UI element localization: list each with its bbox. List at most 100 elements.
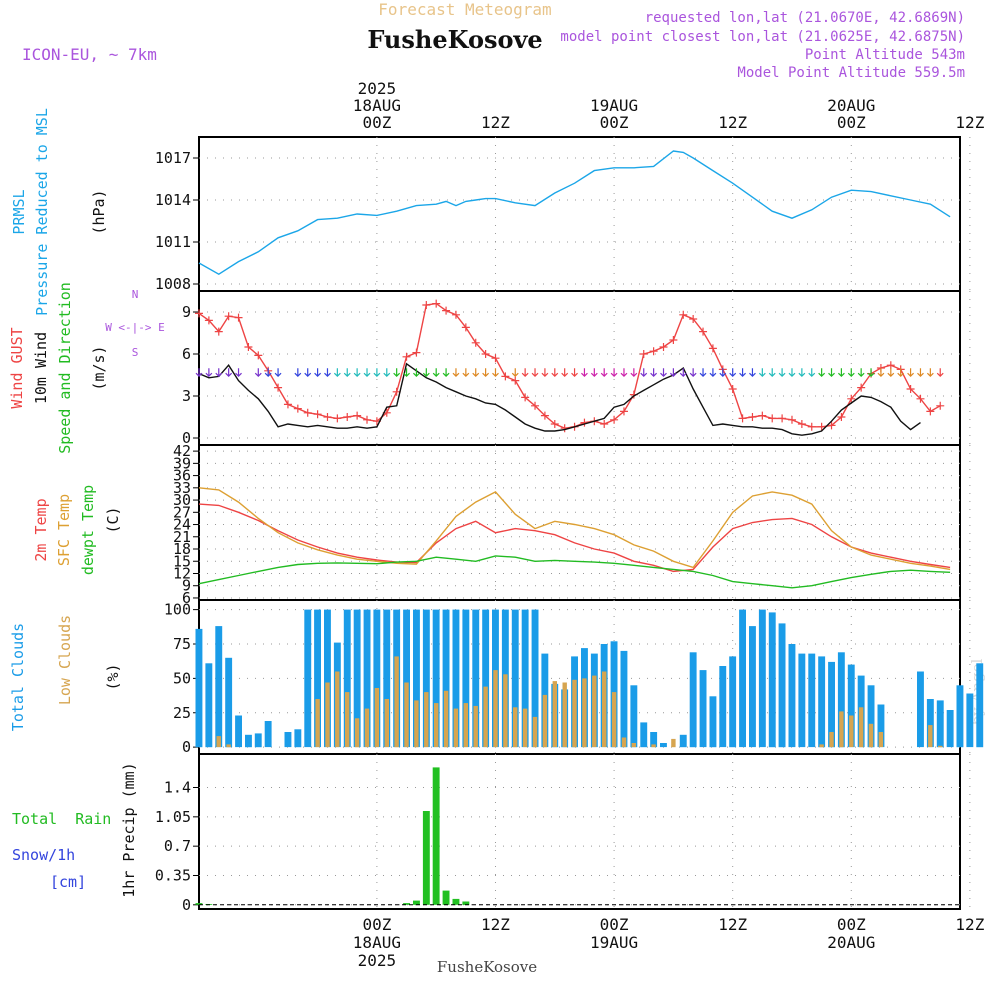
bar-total-clouds bbox=[768, 612, 776, 748]
bar-total-rain bbox=[442, 890, 450, 905]
bar-low-clouds bbox=[868, 723, 874, 748]
bar-low-clouds bbox=[335, 671, 340, 748]
precipitation-frame bbox=[198, 753, 961, 910]
wind-ytick-label: 0 bbox=[182, 429, 191, 447]
bar-total-clouds bbox=[264, 721, 272, 748]
bar-low-clouds bbox=[453, 708, 459, 748]
wind-direction-arrow bbox=[462, 368, 470, 378]
bar-total-clouds bbox=[976, 663, 984, 748]
wind-direction-arrow bbox=[719, 368, 727, 378]
wind-direction-arrow bbox=[343, 368, 351, 378]
temp-unit: (C) bbox=[104, 506, 122, 533]
wind-direction-arrow bbox=[383, 368, 391, 378]
gust-marker bbox=[916, 394, 925, 403]
precipitation-ytick-label: 0 bbox=[182, 896, 191, 914]
precip-label-rain: Total Rain bbox=[12, 810, 111, 828]
gust-marker bbox=[639, 350, 648, 358]
gust-marker bbox=[303, 408, 312, 417]
wind-direction-arrow bbox=[699, 368, 707, 378]
top-time-label: 12Z bbox=[955, 113, 984, 132]
gust-marker bbox=[886, 361, 895, 370]
bar-total-clouds bbox=[936, 700, 944, 748]
wind-direction-arrow bbox=[640, 368, 648, 378]
bar-total-clouds bbox=[847, 664, 855, 748]
wind-direction-arrow bbox=[551, 368, 559, 378]
bar-total-clouds bbox=[679, 734, 687, 748]
bar-total-clouds bbox=[442, 609, 450, 748]
wind-direction-arrow bbox=[363, 368, 371, 378]
bar-total-clouds bbox=[818, 656, 826, 748]
cloud-unit: (%) bbox=[104, 663, 122, 690]
wind-direction-arrow bbox=[828, 368, 835, 378]
wind-direction-arrow bbox=[788, 368, 796, 378]
model-name: ICON-EU, ~ 7km bbox=[22, 45, 157, 64]
bar-low-clouds bbox=[631, 743, 636, 748]
bar-total-clouds bbox=[245, 734, 252, 748]
bar-low-clouds bbox=[928, 725, 933, 748]
bar-low-clouds bbox=[414, 700, 419, 748]
gust-marker bbox=[274, 383, 283, 392]
cloud-label-total: Total Clouds bbox=[9, 623, 27, 731]
compass-south: S bbox=[132, 346, 139, 359]
bottom-time-label: 12Z bbox=[718, 915, 747, 934]
bar-low-clouds bbox=[493, 670, 498, 748]
gust-marker bbox=[461, 323, 470, 332]
bar-low-clouds bbox=[513, 707, 518, 748]
bar-total-clouds bbox=[917, 671, 924, 748]
gust-marker bbox=[204, 316, 213, 325]
gust-marker bbox=[511, 376, 520, 385]
bar-total-clouds bbox=[640, 722, 648, 748]
gust-marker bbox=[758, 411, 767, 420]
series-prmsl bbox=[198, 150, 951, 276]
gust-marker bbox=[501, 372, 510, 381]
gust-marker bbox=[540, 411, 549, 420]
top-time-label: 18AUG bbox=[353, 96, 401, 115]
wind-direction-arrow bbox=[907, 368, 915, 378]
gust-marker bbox=[817, 422, 826, 431]
bar-total-rain bbox=[403, 903, 410, 905]
wind-direction-arrow bbox=[600, 368, 608, 378]
wind-direction-arrow bbox=[304, 368, 312, 378]
bar-low-clouds bbox=[522, 708, 528, 748]
wind-direction-arrow bbox=[314, 368, 322, 378]
bar-total-clouds bbox=[650, 732, 658, 748]
pressure-frame bbox=[198, 136, 961, 292]
wind-direction-arrow bbox=[403, 368, 410, 378]
temperature-ytick-label: 36 bbox=[173, 467, 191, 485]
meteogram-title: Forecast Meteogram bbox=[378, 0, 551, 19]
bottom-time-label: 00Z bbox=[837, 915, 866, 934]
bar-total-clouds bbox=[630, 685, 638, 748]
bar-low-clouds bbox=[839, 711, 844, 748]
bar-total-rain bbox=[422, 811, 430, 905]
gust-marker bbox=[837, 413, 846, 421]
bar-total-clouds bbox=[304, 609, 312, 748]
gust-marker bbox=[422, 301, 431, 309]
gust-marker bbox=[402, 352, 411, 361]
wind-direction-arrow bbox=[413, 368, 420, 378]
pressure-panel-labels: PRMSL Pressure Reduced to MSL (hPa) bbox=[10, 108, 108, 316]
gust-marker bbox=[857, 383, 866, 392]
bar-total-clouds bbox=[294, 729, 302, 748]
wind-direction-arrow bbox=[531, 368, 539, 378]
gust-marker bbox=[797, 420, 806, 428]
pressure-ytick-label: 1017 bbox=[155, 149, 191, 167]
wind-direction-arrow bbox=[669, 368, 677, 378]
bar-low-clouds bbox=[503, 674, 508, 748]
gust-marker bbox=[471, 338, 480, 347]
temp-label-dewpt: dewpt Temp bbox=[79, 485, 97, 575]
wind-direction-arrow bbox=[877, 368, 885, 378]
bar-total-clouds bbox=[195, 628, 203, 748]
bar-total-clouds bbox=[482, 609, 490, 748]
wind-direction-arrow bbox=[472, 368, 480, 378]
bar-total-clouds bbox=[205, 663, 213, 748]
bottom-time-label: 20AUG bbox=[827, 933, 875, 952]
series-2m-temp bbox=[198, 503, 951, 573]
bar-total-clouds bbox=[956, 685, 964, 748]
gust-marker bbox=[728, 385, 737, 393]
top-time-label: 19AUG bbox=[590, 96, 638, 115]
bar-total-clouds bbox=[472, 609, 480, 748]
bottom-time-label: 2025 bbox=[358, 951, 397, 970]
bar-total-rain bbox=[432, 767, 440, 905]
bar-total-clouds bbox=[689, 652, 697, 748]
